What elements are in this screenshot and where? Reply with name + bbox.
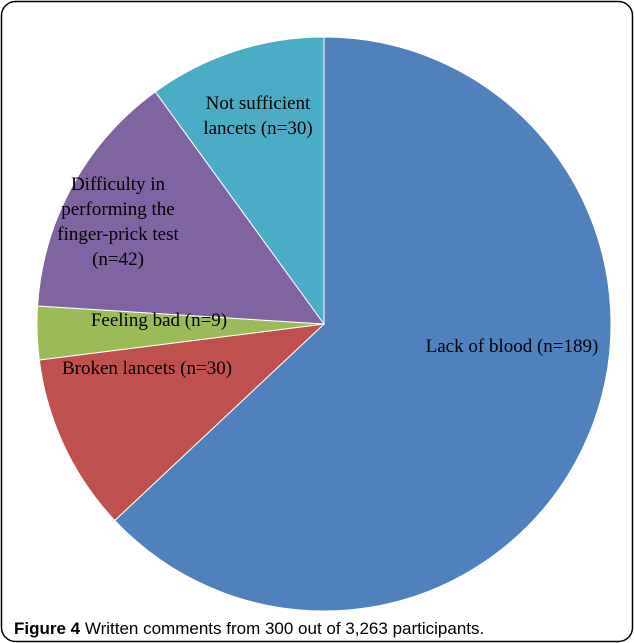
pie-slice: [154, 36, 325, 326]
slice-label: Broken lancets (n=30): [62, 358, 232, 379]
slice-label: Difficulty in performing the finger-prick …: [57, 174, 179, 270]
pie-slice: [38, 323, 326, 522]
slice-label: Not sufficient lancets (n=30): [203, 93, 312, 139]
slice-label: Lack of blood (n=189): [426, 336, 599, 357]
caption-text: Written comments from 300 out of 3,263 p…: [80, 619, 484, 638]
caption-label: Figure 4: [14, 619, 81, 638]
slice-label: Feeling bad (n=9): [91, 310, 227, 331]
pie-slice: [114, 36, 612, 612]
caption: Figure 4 Written comments from 300 out o…: [14, 619, 484, 638]
pie-slice: [37, 91, 326, 325]
pie: Lack of blood (n=189) Broken lancets (n=3…: [36, 36, 612, 612]
